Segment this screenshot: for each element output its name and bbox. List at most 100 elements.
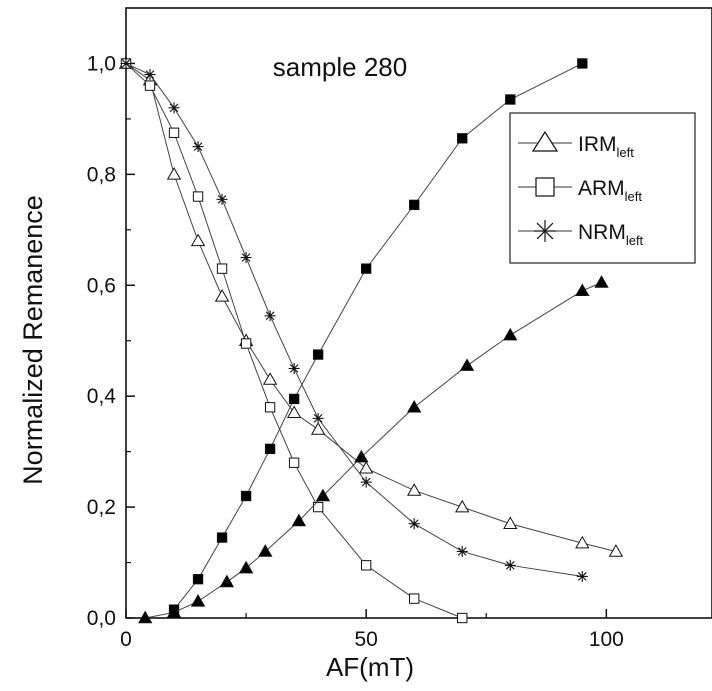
marker-shape bbox=[216, 263, 228, 274]
marker-shape bbox=[608, 544, 624, 557]
chart-title: sample 280 bbox=[273, 52, 407, 82]
marker-shape bbox=[166, 605, 182, 618]
x-axis-ticks: 0 50 100 bbox=[120, 609, 624, 651]
legend-marker bbox=[535, 177, 555, 197]
marker-stroke bbox=[361, 477, 371, 487]
legend-marker bbox=[531, 130, 559, 152]
data-point bbox=[409, 593, 420, 604]
marker-shape bbox=[190, 594, 206, 607]
series-square-filled bbox=[168, 58, 588, 615]
legend-label: IRMleft bbox=[578, 133, 634, 160]
data-point bbox=[407, 399, 422, 413]
marker-stroke bbox=[313, 414, 323, 423]
marker-stroke bbox=[121, 59, 131, 68]
marker-shape bbox=[358, 460, 374, 474]
y-tick-label: 1,0 bbox=[87, 52, 116, 75]
data-point bbox=[575, 283, 590, 297]
y-tick-label: 0,2 bbox=[87, 496, 116, 519]
marker-shape bbox=[219, 574, 235, 588]
data-point bbox=[315, 488, 331, 502]
marker-shape bbox=[216, 532, 228, 543]
marker-stroke bbox=[457, 547, 467, 556]
marker-shape bbox=[407, 399, 422, 413]
marker-shape bbox=[409, 199, 420, 211]
data-point bbox=[455, 499, 470, 513]
x-tick-label: 50 bbox=[354, 628, 377, 651]
series-triangle-filled bbox=[138, 275, 609, 624]
data-point bbox=[190, 233, 206, 247]
marker-shape bbox=[360, 263, 372, 274]
x-tick-label: 0 bbox=[120, 628, 132, 651]
legend-label: ARMleft bbox=[578, 177, 642, 204]
legend-label-sub: left bbox=[625, 189, 643, 204]
legend-label: NRMleft bbox=[578, 221, 644, 248]
marker-stroke bbox=[265, 311, 275, 321]
data-point bbox=[503, 516, 518, 529]
data-point bbox=[238, 560, 254, 574]
data-point bbox=[192, 191, 204, 202]
series-line bbox=[125, 63, 463, 619]
data-point bbox=[457, 133, 468, 144]
data-point bbox=[288, 457, 300, 468]
marker-shape bbox=[190, 233, 206, 247]
data-point bbox=[258, 544, 273, 557]
data-point bbox=[264, 443, 276, 455]
marker-shape bbox=[262, 372, 278, 385]
legend-label-main: NRM bbox=[578, 221, 626, 244]
marker-shape bbox=[575, 535, 590, 549]
marker-shape bbox=[288, 457, 300, 468]
series-layer bbox=[118, 56, 624, 624]
data-point bbox=[144, 69, 156, 81]
marker-shape bbox=[457, 133, 468, 144]
data-point bbox=[166, 605, 182, 618]
data-point bbox=[457, 612, 468, 624]
marker-shape bbox=[459, 358, 475, 371]
data-point bbox=[144, 80, 156, 91]
data-point bbox=[354, 449, 369, 463]
marker-shape bbox=[192, 574, 204, 585]
marker-stroke bbox=[217, 194, 227, 204]
data-point bbox=[264, 310, 276, 322]
data-point bbox=[358, 460, 374, 474]
marker-shape bbox=[258, 544, 273, 557]
data-point bbox=[240, 252, 252, 264]
legend-item: IRMleft bbox=[518, 130, 634, 160]
data-point bbox=[240, 490, 252, 502]
data-point bbox=[264, 402, 276, 413]
marker-shape bbox=[455, 499, 470, 513]
data-point bbox=[216, 193, 228, 205]
series-asterisk bbox=[120, 57, 588, 582]
marker-shape bbox=[264, 402, 276, 413]
marker-shape bbox=[291, 513, 307, 527]
data-point bbox=[166, 167, 182, 180]
marker-stroke bbox=[409, 519, 419, 529]
series-line bbox=[173, 63, 583, 610]
y-tick-label: 0,6 bbox=[87, 274, 116, 297]
marker-stroke bbox=[241, 253, 251, 262]
data-point bbox=[168, 127, 180, 138]
marker-stroke bbox=[577, 572, 587, 581]
marker-shape bbox=[310, 422, 326, 435]
marker-shape bbox=[503, 327, 518, 341]
data-point bbox=[459, 358, 475, 371]
series-line bbox=[145, 282, 602, 619]
marker-shape bbox=[264, 443, 276, 455]
data-point bbox=[262, 372, 278, 385]
data-point bbox=[240, 338, 252, 349]
y-axis-title: Normalized Remanence bbox=[18, 195, 48, 485]
marker-shape bbox=[286, 405, 302, 419]
data-point bbox=[288, 362, 300, 374]
data-point bbox=[360, 476, 372, 488]
marker-shape bbox=[214, 289, 230, 302]
legend-label-main: ARM bbox=[578, 177, 625, 200]
data-point bbox=[168, 102, 180, 114]
marker-shape bbox=[409, 593, 420, 604]
marker-shape bbox=[240, 490, 252, 502]
data-point bbox=[216, 532, 228, 543]
plot-frame bbox=[125, 7, 712, 619]
marker-shape bbox=[144, 80, 156, 91]
data-point bbox=[192, 574, 204, 585]
data-point bbox=[594, 275, 609, 288]
